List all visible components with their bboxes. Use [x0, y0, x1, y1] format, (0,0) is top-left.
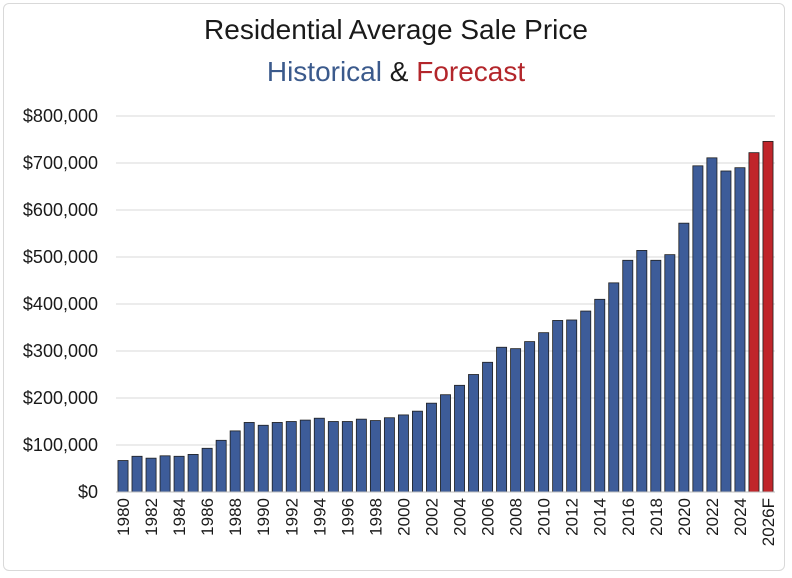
bar-historical: [594, 298, 606, 493]
bar-historical: [131, 455, 143, 493]
x-tick-label: 1994: [310, 498, 329, 536]
x-tick-label: 1986: [198, 498, 217, 536]
bar-historical: [720, 170, 732, 493]
bar-historical: [383, 417, 395, 493]
y-tick-label: $200,000: [23, 388, 98, 408]
bar-historical: [496, 346, 508, 493]
x-tick-label: 2024: [731, 498, 750, 536]
y-tick-label: $300,000: [23, 341, 98, 361]
x-tick-label: 1982: [142, 498, 161, 536]
bar-historical: [285, 421, 297, 493]
bar-historical: [636, 250, 648, 493]
x-tick-label: 1984: [170, 498, 189, 536]
subtitle-historical: Historical: [266, 56, 382, 87]
chart-title: Residential Average Sale Price: [204, 14, 588, 45]
x-tick-label: 2018: [647, 498, 666, 536]
bar-historical: [426, 402, 437, 493]
x-tick-label: 1998: [366, 498, 385, 536]
y-tick-label: $600,000: [23, 200, 98, 220]
bar-historical: [187, 453, 199, 493]
bar-historical: [622, 259, 634, 493]
x-tick-label: 2012: [563, 498, 582, 536]
bar-historical: [692, 165, 704, 493]
x-tick-label: 1990: [254, 498, 273, 536]
bar-historical: [257, 424, 269, 493]
bar-historical: [650, 259, 662, 493]
x-tick-label: 2026F: [759, 498, 778, 546]
bar-historical: [117, 460, 129, 493]
y-tick-label: $700,000: [23, 153, 98, 173]
subtitle-forecast: Forecast: [416, 56, 526, 87]
bar-forecast: [762, 140, 774, 493]
x-tick-label: 1992: [282, 498, 301, 536]
bar-historical: [566, 319, 578, 493]
bar-historical: [369, 420, 381, 493]
bar-historical: [299, 419, 311, 493]
x-tick-label: 2006: [479, 498, 498, 536]
x-tick-label: 2000: [394, 498, 413, 536]
bar-historical: [524, 341, 536, 493]
x-tick-label: 1996: [338, 498, 357, 536]
x-tick-label: 2002: [422, 498, 441, 536]
bar-historical: [355, 418, 367, 493]
chart-subtitle: Historical & Forecast: [0, 56, 792, 88]
x-tick-label: 2010: [535, 498, 554, 536]
bar-historical: [608, 282, 620, 493]
bar-historical: [468, 374, 479, 493]
x-tick-label: 2004: [451, 498, 470, 536]
bar-historical: [412, 410, 423, 493]
bar-historical: [201, 447, 213, 493]
bar-historical: [580, 310, 592, 493]
bar-historical: [510, 348, 522, 493]
bar-forecast: [748, 152, 760, 493]
x-tick-label: 1988: [226, 498, 245, 536]
x-tick-label: 2020: [675, 498, 694, 536]
bar-historical: [271, 422, 283, 493]
bar-historical: [440, 394, 451, 493]
bar-historical: [159, 455, 171, 493]
bar-historical: [482, 361, 494, 493]
bar-historical: [145, 457, 157, 493]
bar-historical: [229, 430, 241, 493]
y-tick-label: $100,000: [23, 435, 98, 455]
bar-historical: [678, 222, 690, 493]
bar-historical: [706, 157, 718, 493]
y-tick-label: $400,000: [23, 294, 98, 314]
bar-historical: [552, 320, 564, 493]
x-tick-label: 2022: [703, 498, 722, 536]
bar-historical: [215, 439, 227, 493]
bar-historical: [397, 414, 409, 493]
y-tick-label: $0: [78, 482, 98, 502]
x-tick-label: 1980: [114, 498, 133, 536]
y-tick-label: $800,000: [23, 106, 98, 126]
x-tick-label: 2008: [507, 498, 526, 536]
bar-historical: [664, 254, 676, 493]
bar-historical: [538, 332, 550, 493]
bar-historical: [243, 422, 255, 493]
y-tick-label: $500,000: [23, 247, 98, 267]
bar-historical: [341, 421, 353, 493]
x-tick-label: 2014: [591, 498, 610, 536]
x-tick-label: 2016: [619, 498, 638, 536]
bar-historical: [734, 167, 746, 493]
bar-historical: [173, 455, 185, 493]
bar-historical: [454, 384, 465, 493]
bar-historical: [327, 421, 339, 493]
subtitle-ampersand: &: [381, 56, 417, 87]
bar-historical: [313, 417, 325, 493]
